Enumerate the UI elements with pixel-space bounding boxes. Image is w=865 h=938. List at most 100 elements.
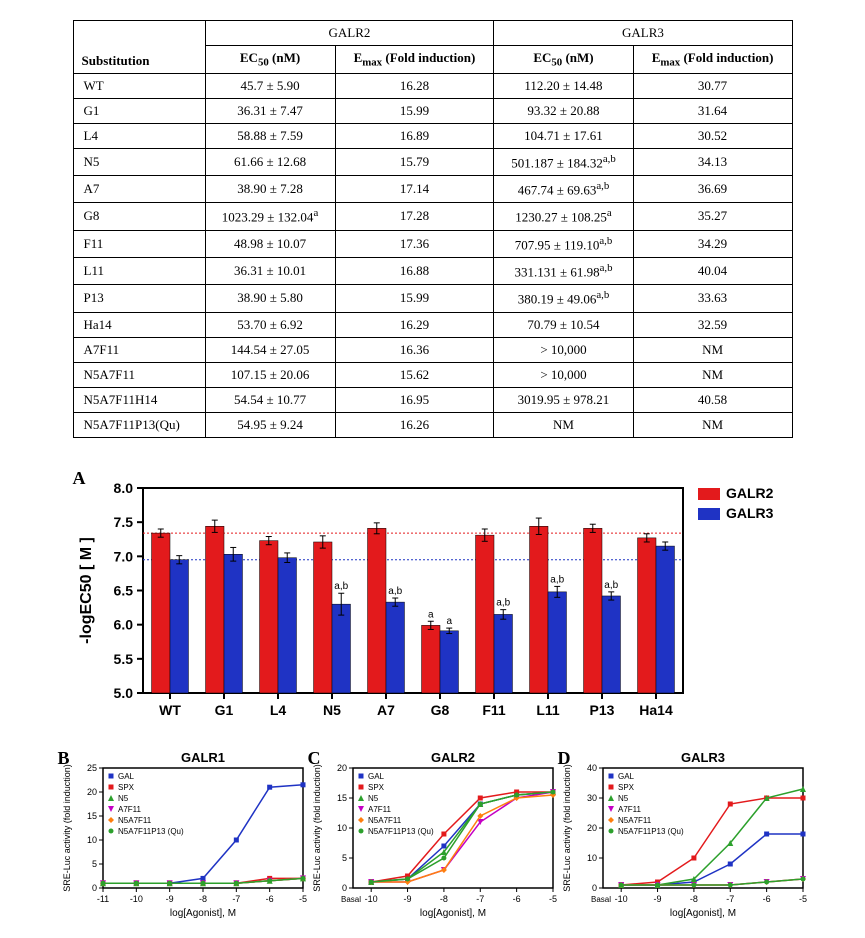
svg-text:GALR3: GALR3	[726, 505, 774, 521]
panel-d-svg: GALR3010203040-10-9-8-7-6-5Basallog[Agon…	[558, 748, 808, 918]
col-r2-emax: Emax (Fold induction)	[335, 46, 494, 74]
svg-text:-5: -5	[298, 894, 306, 904]
svg-text:GAL: GAL	[618, 772, 635, 781]
col-r3-ec50: EC50 (nM)	[494, 46, 633, 74]
table-row: WT45.7 ± 5.9016.28112.20 ± 14.4830.77	[73, 73, 792, 98]
svg-text:a,b: a,b	[496, 597, 510, 608]
svg-text:30: 30	[586, 793, 596, 803]
svg-text:G1: G1	[214, 702, 233, 718]
table-row: A738.90 ± 7.2817.14467.74 ± 69.63a,b36.6…	[73, 175, 792, 202]
svg-text:-11: -11	[96, 894, 108, 904]
svg-text:7.5: 7.5	[113, 514, 133, 530]
svg-text:-6: -6	[512, 894, 520, 904]
svg-text:N5A7F11P13 (Qu): N5A7F11P13 (Qu)	[118, 827, 184, 836]
svg-text:-5: -5	[548, 894, 556, 904]
data-table: Substitution GALR2 GALR3 EC50 (nM) Emax …	[73, 20, 793, 438]
svg-text:WT: WT	[159, 702, 181, 718]
panel-c-label: C	[308, 748, 321, 769]
svg-text:0: 0	[591, 883, 596, 893]
svg-text:a,b: a,b	[604, 579, 618, 590]
svg-text:6.5: 6.5	[113, 582, 133, 598]
table-row: N5A7F11H1454.54 ± 10.7716.953019.95 ± 97…	[73, 387, 792, 412]
panel-b-svg: GALR10510152025-11-10-9-8-7-6-5log[Agoni…	[58, 748, 308, 918]
svg-text:5.5: 5.5	[113, 650, 133, 666]
svg-text:Ha14: Ha14	[639, 702, 673, 718]
svg-text:L4: L4	[269, 702, 286, 718]
svg-text:N5A7F11: N5A7F11	[618, 816, 652, 825]
table-row: N561.66 ± 12.6815.79501.187 ± 184.32a,b3…	[73, 148, 792, 175]
svg-text:log[Agonist], M: log[Agonist], M	[669, 908, 735, 918]
svg-text:20: 20	[586, 823, 596, 833]
svg-text:N5A7F11: N5A7F11	[118, 816, 152, 825]
col-substitution: Substitution	[73, 21, 205, 74]
header-galr3: GALR3	[494, 21, 792, 46]
svg-text:0: 0	[91, 883, 96, 893]
svg-text:SPX: SPX	[368, 783, 385, 792]
table-row: Ha1453.70 ± 6.9216.2970.79 ± 10.5432.59	[73, 312, 792, 337]
svg-text:10: 10	[336, 823, 346, 833]
table-row: P1338.90 ± 5.8015.99380.19 ± 49.06a,b33.…	[73, 285, 792, 312]
svg-text:SRE-Luc activity (fold inducti: SRE-Luc activity (fold induction)	[62, 764, 72, 892]
svg-text:GAL: GAL	[118, 772, 135, 781]
svg-text:P13: P13	[589, 702, 614, 718]
svg-text:N5: N5	[368, 794, 379, 803]
table-row: N5A7F11P13(Qu)54.95 ± 9.2416.26NMNM	[73, 412, 792, 437]
svg-text:Basal: Basal	[590, 895, 610, 904]
table-row: L1136.31 ± 10.0116.88331.131 ± 61.98a,b4…	[73, 257, 792, 284]
svg-text:-logEC50 [ M ]: -logEC50 [ M ]	[78, 537, 95, 644]
svg-text:20: 20	[336, 763, 346, 773]
svg-text:25: 25	[86, 763, 96, 773]
svg-text:8.0: 8.0	[113, 480, 133, 496]
svg-text:GALR2: GALR2	[430, 750, 474, 765]
svg-text:log[Agonist], M: log[Agonist], M	[419, 908, 485, 918]
svg-text:SRE-Luc activity (fold inducti: SRE-Luc activity (fold induction)	[312, 764, 322, 892]
svg-text:6.0: 6.0	[113, 616, 133, 632]
svg-text:-8: -8	[439, 894, 447, 904]
svg-text:-7: -7	[726, 894, 734, 904]
svg-text:20: 20	[86, 787, 96, 797]
svg-text:GAL: GAL	[368, 772, 385, 781]
svg-text:-8: -8	[198, 894, 206, 904]
svg-text:-7: -7	[232, 894, 240, 904]
svg-text:0: 0	[341, 883, 346, 893]
svg-text:5.0: 5.0	[113, 685, 133, 701]
svg-text:10: 10	[586, 853, 596, 863]
svg-text:-5: -5	[798, 894, 806, 904]
svg-text:GALR3: GALR3	[680, 750, 724, 765]
svg-text:A7F11: A7F11	[618, 805, 642, 814]
svg-text:-9: -9	[653, 894, 661, 904]
table-row: A7F11144.54 ± 27.0516.36> 10,000NM	[73, 337, 792, 362]
panel-a-svg: 5.0 5.5 6.0 6.5 7.0 7.5 8.0 -logEC50 [ M ] WT G1 L…	[73, 468, 793, 738]
svg-text:Basal: Basal	[340, 895, 360, 904]
svg-text:40: 40	[586, 763, 596, 773]
col-r2-ec50: EC50 (nM)	[205, 46, 335, 74]
svg-text:SPX: SPX	[118, 783, 135, 792]
svg-text:7.0: 7.0	[113, 548, 133, 564]
svg-text:10: 10	[86, 835, 96, 845]
svg-text:-10: -10	[364, 894, 377, 904]
svg-text:F11: F11	[482, 702, 506, 718]
panel-a-barchart: A 5.0 5.5 6.0 6.5 7.0 7.5 8.0 -logEC50 [ M ] WT G…	[73, 468, 793, 738]
svg-text:GALR2: GALR2	[726, 485, 774, 501]
svg-text:-6: -6	[265, 894, 273, 904]
svg-text:5: 5	[341, 853, 346, 863]
svg-text:log[Agonist], M: log[Agonist], M	[169, 908, 235, 918]
panel-b-label: B	[58, 748, 70, 769]
svg-text:N5: N5	[118, 794, 129, 803]
panels-bcd: B GALR10510152025-11-10-9-8-7-6-5log[Ago…	[53, 748, 813, 918]
panel-c-svg: GALR205101520-10-9-8-7-6-5Basallog[Agoni…	[308, 748, 558, 918]
svg-text:A7: A7	[377, 702, 395, 718]
header-galr2: GALR2	[205, 21, 494, 46]
table-row: N5A7F11107.15 ± 20.0615.62> 10,000NM	[73, 362, 792, 387]
svg-text:5: 5	[91, 859, 96, 869]
panel-d: D GALR3010203040-10-9-8-7-6-5Basallog[Ag…	[558, 748, 808, 918]
table-row: G136.31 ± 7.4715.9993.32 ± 20.8831.64	[73, 98, 792, 123]
svg-text:-10: -10	[614, 894, 627, 904]
svg-text:-7: -7	[476, 894, 484, 904]
svg-text:N5: N5	[323, 702, 341, 718]
svg-text:GALR1: GALR1	[180, 750, 224, 765]
table-row: G81023.29 ± 132.04a17.281230.27 ± 108.25…	[73, 203, 792, 230]
svg-text:N5A7F11: N5A7F11	[368, 816, 402, 825]
panel-a-label: A	[73, 468, 86, 489]
svg-text:N5A7F11P13 (Qu): N5A7F11P13 (Qu)	[618, 827, 684, 836]
